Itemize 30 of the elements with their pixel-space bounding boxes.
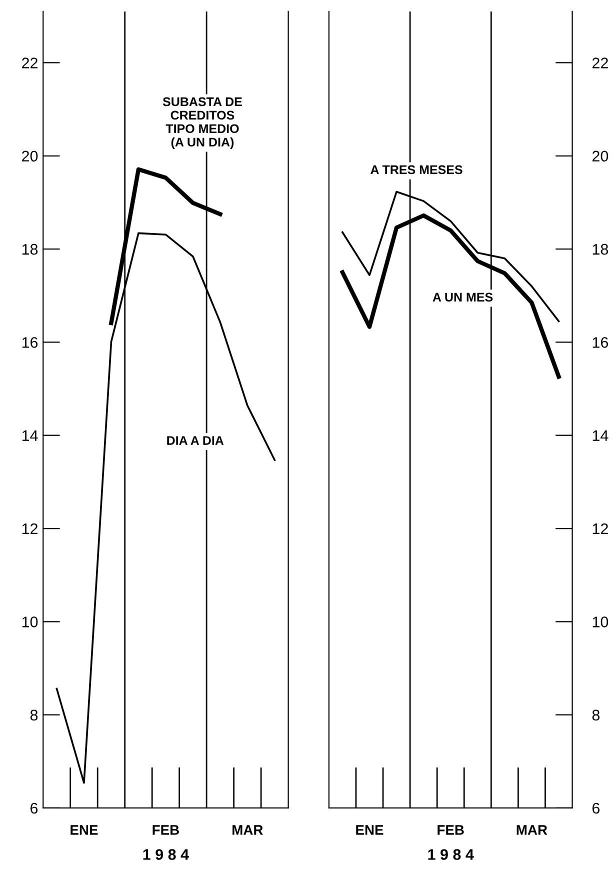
y-tick-label: 20 [592, 150, 608, 162]
x-axis-title: 1 9 8 4 [428, 849, 474, 860]
x-tick-label: ENE [356, 825, 384, 835]
y-tick-label: 16 [22, 337, 38, 348]
x-tick-label: ENE [70, 825, 98, 835]
y-tick-label: 6 [30, 802, 38, 814]
y-tick-label: 8 [30, 710, 38, 721]
x-tick-label: FEB [438, 825, 464, 835]
x-tick-label: MAR [232, 825, 263, 835]
y-tick-label: 12 [22, 523, 38, 534]
annotation: A UN MES [432, 292, 493, 302]
annotation: DIA A DIA [167, 436, 224, 445]
annotation: A TRES MESES [370, 165, 462, 174]
x-tick-label: FEB [152, 825, 179, 835]
y-tick-label: 6 [592, 802, 600, 814]
y-tick-label: 12 [592, 523, 608, 534]
y-tick-label: 16 [592, 337, 608, 348]
y-tick-label: 18 [592, 244, 608, 255]
y-tick-label: 8 [592, 710, 600, 721]
annotation: SUBASTA DE CREDITOS TIPO MEDIO (A UN DIA) [162, 97, 242, 150]
x-tick-label: MAR [516, 825, 548, 835]
y-tick-label: 18 [22, 244, 38, 255]
x-axis-title: 1 9 8 4 [143, 849, 189, 860]
y-tick-label: 10 [592, 616, 608, 628]
y-tick-label: 10 [22, 616, 38, 628]
y-tick-label: 20 [22, 150, 38, 162]
y-tick-label: 22 [22, 58, 38, 68]
y-tick-label: 22 [592, 58, 608, 68]
y-tick-label: 14 [22, 430, 38, 441]
y-tick-label: 14 [592, 430, 608, 441]
